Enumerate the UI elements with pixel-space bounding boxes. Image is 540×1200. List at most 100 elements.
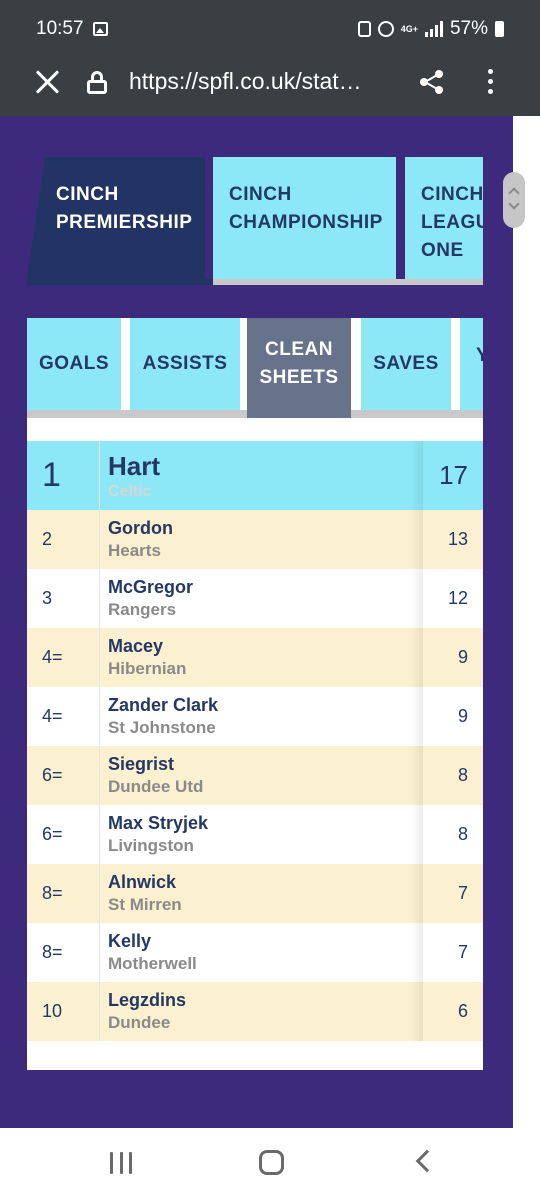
tab-cinch-premiership[interactable]: CINCH PREMIERSHIP xyxy=(27,157,205,279)
tab-label-line: CINCH xyxy=(56,184,119,205)
player-name: Zander Clark xyxy=(108,695,219,715)
tab-clean-sheets[interactable]: CLEAN SHEETS xyxy=(247,318,351,410)
rank-cell: 8= xyxy=(42,883,63,903)
stat-tabs-underline xyxy=(27,410,483,418)
tab-label: Y xyxy=(476,345,483,366)
league-tabs: CINCH PREMIERSHIP CINCH CHAMPIONSHIP CIN… xyxy=(27,157,483,287)
player-club: Rangers xyxy=(108,600,177,619)
close-icon[interactable] xyxy=(34,68,62,96)
player-club: Hibernian xyxy=(108,659,187,678)
player-name: McGregor xyxy=(108,577,194,597)
table-row[interactable]: 2 Gordon Hearts 13 xyxy=(27,510,483,569)
player-club: Motherwell xyxy=(108,954,197,973)
page-edge xyxy=(513,116,540,1128)
clean-sheets-value: 13 xyxy=(447,529,468,549)
player-club: Livingston xyxy=(108,836,194,855)
lock-icon[interactable] xyxy=(87,71,107,94)
scrollbar-thumb[interactable] xyxy=(503,172,525,228)
tab-label-line: LEAGU xyxy=(421,212,483,233)
player-cell: Kelly Motherwell xyxy=(99,923,423,982)
clean-sheets-value: 7 xyxy=(457,942,468,962)
player-cell: Siegrist Dundee Utd xyxy=(99,746,423,805)
tab-label: SAVES xyxy=(373,353,439,374)
player-name: Legzdins xyxy=(108,990,187,1010)
table-row[interactable]: 3 McGregor Rangers 12 xyxy=(27,569,483,628)
rank-cell: 4= xyxy=(42,647,63,667)
tab-partial[interactable]: Y xyxy=(460,318,483,410)
clean-sheets-value: 6 xyxy=(457,1001,468,1021)
home-icon[interactable] xyxy=(259,1150,284,1175)
status-icons: 4G+ 57% xyxy=(357,18,504,40)
rank-cell: 10 xyxy=(42,1001,63,1021)
more-options-icon[interactable] xyxy=(488,69,494,95)
league-tabs-underline xyxy=(27,279,483,285)
player-club: Dundee Utd xyxy=(108,777,204,796)
alarm-icon xyxy=(377,21,394,37)
table-row[interactable]: 6= Max Stryjek Livingston 8 xyxy=(27,805,483,864)
rank-cell: 6= xyxy=(42,824,63,844)
clean-sheets-value: 9 xyxy=(457,647,468,667)
player-club: Celtic xyxy=(108,483,152,500)
player-cell: McGregor Rangers xyxy=(99,569,423,628)
browser-toolbar: https://spfl.co.uk/stat… xyxy=(0,60,540,116)
tab-goals[interactable]: GOALS xyxy=(27,318,121,410)
tab-label-line: PREMIERSHIP xyxy=(56,212,193,233)
player-name: Alnwick xyxy=(108,872,177,892)
tab-assists[interactable]: ASSISTS xyxy=(130,318,240,410)
leaderboard: 1 Hart Celtic 17 2 Gordon Hearts 13 3 Mc… xyxy=(27,418,483,1070)
tab-cinch-championship[interactable]: CINCH CHAMPIONSHIP xyxy=(213,157,396,279)
tab-label-line: CINCH xyxy=(229,184,292,205)
url-bar[interactable]: https://spfl.co.uk/stat… xyxy=(129,68,362,94)
player-name: Hart xyxy=(108,451,161,481)
rank-cell: 2 xyxy=(42,529,53,549)
player-cell: Zander Clark St Johnstone xyxy=(99,687,423,746)
tab-label: GOALS xyxy=(38,353,110,374)
player-cell: Legzdins Dundee xyxy=(99,982,423,1041)
player-name: Gordon xyxy=(108,518,173,538)
network-type: 4G+ xyxy=(400,23,418,34)
rank-cell: 3 xyxy=(42,588,53,608)
player-name: Kelly xyxy=(108,931,152,951)
player-club: St Johnstone xyxy=(108,718,216,737)
player-name: Macey xyxy=(108,636,164,656)
player-name: Siegrist xyxy=(108,754,175,774)
status-time: 10:57 xyxy=(36,18,84,39)
tab-label-line: CLEAN xyxy=(265,339,333,360)
clean-sheets-value: 9 xyxy=(457,706,468,726)
table-row[interactable]: 8= Kelly Motherwell 7 xyxy=(27,923,483,982)
tab-cinch-league-one[interactable]: CINCH LEAGU ONE xyxy=(405,157,483,279)
table-row[interactable]: 8= Alnwick St Mirren 7 xyxy=(27,864,483,923)
table-row[interactable]: 4= Macey Hibernian 9 xyxy=(27,628,483,687)
tab-label-line: CINCH xyxy=(421,184,483,205)
clean-sheets-value: 17 xyxy=(439,460,468,490)
clean-sheets-value: 12 xyxy=(447,588,468,608)
recent-apps-icon[interactable] xyxy=(110,1152,132,1174)
table-row[interactable]: 6= Siegrist Dundee Utd 8 xyxy=(27,746,483,805)
leaderboard-rows: 1 Hart Celtic 17 2 Gordon Hearts 13 3 Mc… xyxy=(27,441,483,1041)
tab-saves[interactable]: SAVES xyxy=(361,318,451,410)
status-bar: 10:57 4G+ 57% xyxy=(0,0,540,60)
rank-cell: 8= xyxy=(42,942,63,962)
active-tab-indicator xyxy=(27,279,213,285)
stat-tabs: GOALS ASSISTS CLEAN SHEETS SAVES Y xyxy=(27,318,483,418)
lock-notification-icon xyxy=(357,21,371,37)
share-icon[interactable] xyxy=(420,70,444,94)
clean-sheets-value: 8 xyxy=(457,824,468,844)
signal-icon xyxy=(424,21,443,37)
back-icon[interactable] xyxy=(415,1149,439,1173)
player-cell: Macey Hibernian xyxy=(99,628,423,687)
rank-cell: 6= xyxy=(42,765,63,785)
table-row[interactable]: 1 Hart Celtic 17 xyxy=(27,441,483,510)
clean-sheets-value: 8 xyxy=(457,765,468,785)
player-cell: Gordon Hearts xyxy=(99,510,423,569)
clean-sheets-value: 7 xyxy=(457,883,468,903)
table-row[interactable]: 10 Legzdins Dundee 6 xyxy=(27,982,483,1041)
battery-percent: 57% xyxy=(449,18,488,39)
player-name: Max Stryjek xyxy=(108,813,209,833)
player-cell: Alnwick St Mirren xyxy=(99,864,423,923)
rank-cell: 4= xyxy=(42,706,63,726)
active-stat-indicator xyxy=(247,410,351,418)
system-navigation-bar xyxy=(0,1128,540,1200)
tab-label: ASSISTS xyxy=(142,353,228,374)
table-row[interactable]: 4= Zander Clark St Johnstone 9 xyxy=(27,687,483,746)
